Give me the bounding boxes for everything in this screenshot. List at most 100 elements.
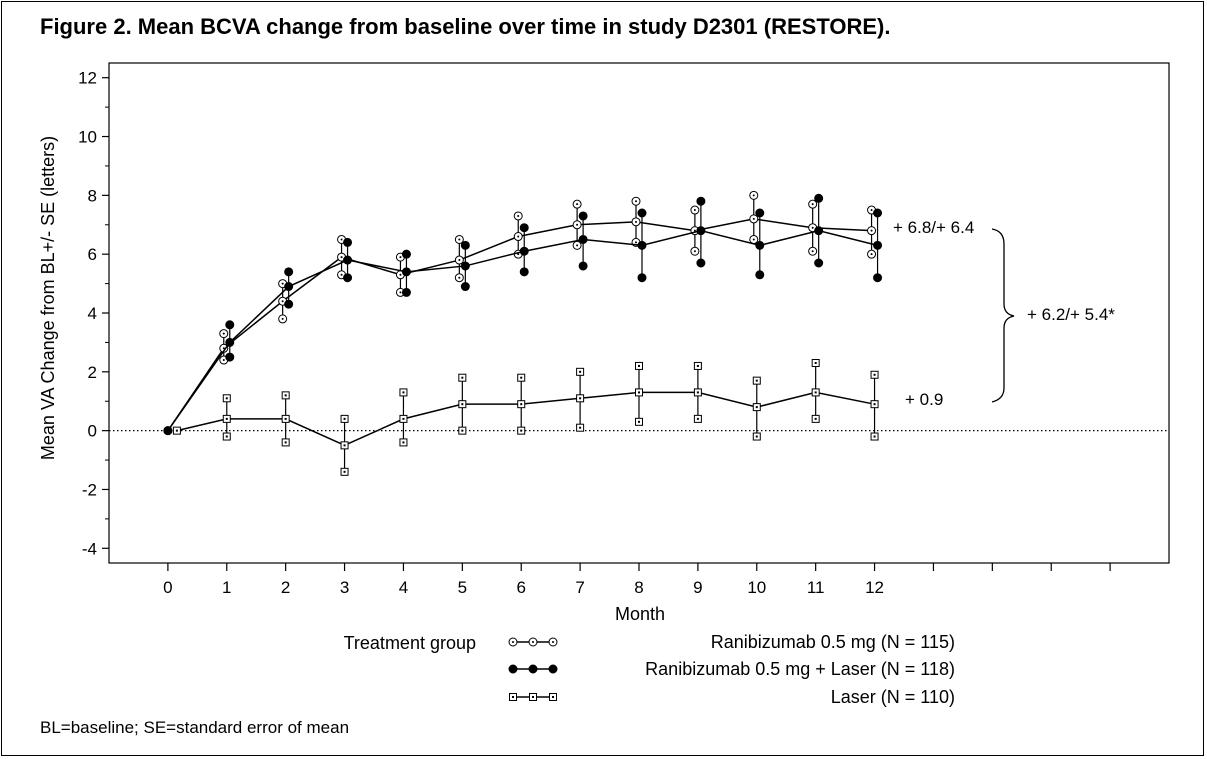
x-tick-label: 9: [693, 578, 702, 597]
x-tick-label: 2: [281, 578, 290, 597]
series-2: [172, 359, 879, 476]
data-point-dot: [755, 406, 758, 409]
legend-marker-2-dot: [552, 696, 554, 698]
data-point-dot: [461, 403, 464, 406]
series-line: [176, 391, 875, 447]
y-axis-label: Mean VA Change from BL+/- SE (letters): [38, 136, 58, 460]
error-cap-lower-dot: [458, 276, 461, 279]
error-cap-lower-dot: [284, 441, 287, 444]
legend-marker-2-dot: [532, 696, 534, 698]
error-cap-upper-dot: [225, 397, 228, 400]
error-cap-upper-dot: [281, 282, 284, 285]
data-point-dot: [579, 397, 582, 400]
error-cap-upper: [873, 208, 883, 218]
data-point-dot: [517, 235, 520, 238]
legend-heading: Treatment group: [344, 633, 476, 653]
y-tick-label: 8: [88, 186, 97, 205]
data-point: [225, 337, 235, 347]
data-point-dot: [635, 220, 637, 223]
error-cap-lower: [225, 352, 235, 362]
error-cap-lower-dot: [814, 417, 817, 420]
error-cap-upper-dot: [402, 391, 405, 394]
data-point-dot: [281, 300, 284, 303]
error-cap-upper-dot: [814, 362, 817, 364]
legend: Treatment group Ranibizumab 0.5 mg (N = …: [344, 632, 955, 707]
error-cap-upper: [284, 267, 294, 277]
error-cap-upper: [401, 249, 411, 259]
x-tick-label: 6: [516, 578, 525, 597]
error-cap-upper-dot: [222, 332, 225, 335]
error-cap-lower-dot: [340, 273, 343, 276]
error-cap-lower-dot: [693, 250, 696, 253]
data-point: [578, 234, 588, 244]
data-point-dot: [458, 259, 461, 262]
error-cap-lower: [873, 273, 883, 283]
error-cap-upper-dot: [461, 376, 464, 379]
data-point-dot: [399, 273, 402, 276]
error-cap-upper: [460, 240, 470, 250]
x-tick-label: 7: [575, 578, 584, 597]
error-cap-upper-dot: [340, 238, 343, 241]
error-cap-lower-dot: [225, 435, 228, 438]
error-cap-upper-dot: [873, 373, 876, 376]
annotation-ranibizumab-values: + 6.8/+ 6.4: [893, 218, 974, 237]
error-cap-upper-dot: [635, 200, 637, 203]
error-cap-lower: [696, 258, 706, 268]
error-cap-upper-dot: [517, 214, 520, 217]
error-cap-lower-dot: [281, 317, 284, 320]
error-cap-lower-dot: [752, 238, 755, 241]
legend-marker-2-dot: [512, 696, 514, 698]
error-cap-lower: [578, 261, 588, 271]
error-cap-upper-dot: [576, 203, 579, 206]
data-point-dot: [343, 444, 346, 447]
error-cap-lower-dot: [579, 426, 582, 429]
figure-title: Figure 2. Mean BCVA change from baseline…: [40, 14, 891, 39]
legend-label-1: Ranibizumab 0.5 mg + Laser (N = 118): [645, 659, 955, 679]
x-tick-label: 12: [865, 578, 884, 597]
data-point-dot: [284, 417, 287, 420]
data-point-dot: [340, 256, 343, 259]
error-cap-upper: [519, 223, 529, 233]
x-tick-label: 5: [458, 578, 467, 597]
legend-label-2: Laser (N = 110): [831, 687, 955, 707]
error-cap-upper-dot: [343, 417, 346, 420]
data-point: [343, 255, 353, 265]
data-point: [163, 426, 173, 436]
data-point-dot: [873, 403, 876, 406]
data-point: [755, 240, 765, 250]
data-point-dot: [870, 229, 873, 232]
error-cap-lower-dot: [576, 244, 579, 247]
error-cap-lower-dot: [873, 435, 876, 438]
error-cap-upper: [814, 193, 824, 203]
error-cap-upper-dot: [458, 238, 461, 241]
annotation-laser-value: + 0.9: [905, 390, 943, 409]
error-cap-lower-dot: [222, 359, 225, 362]
y-tick-label: -4: [82, 539, 97, 558]
error-cap-lower-dot: [696, 417, 699, 420]
x-tick-label: 3: [340, 578, 349, 597]
error-cap-upper: [696, 196, 706, 206]
legend-marker-1: [508, 664, 518, 674]
data-point-dot: [402, 417, 405, 420]
error-cap-lower-dot: [811, 250, 814, 253]
error-cap-upper-dot: [638, 364, 640, 367]
data-point-dot: [222, 347, 225, 350]
x-tick-label: 8: [634, 578, 643, 597]
error-cap-upper-dot: [693, 209, 696, 212]
annotation-brace: [991, 228, 1015, 403]
y-tick-label: 2: [88, 363, 97, 382]
error-cap-upper-dot: [696, 364, 699, 367]
data-point: [519, 246, 529, 256]
error-cap-upper: [578, 211, 588, 221]
error-cap-lower-dot: [343, 470, 346, 473]
x-tick-label: 10: [747, 578, 766, 597]
legend-label-0: Ranibizumab 0.5 mg (N = 115): [711, 632, 955, 652]
data-point: [814, 226, 824, 236]
annotation-layer: + 6.8/+ 6.4 + 0.9 + 6.2/+ 5.4*: [893, 218, 1115, 409]
data-point-dot: [696, 391, 699, 394]
error-cap-upper: [225, 320, 235, 330]
data-point-dot: [752, 217, 755, 220]
error-cap-upper-dot: [579, 370, 582, 373]
